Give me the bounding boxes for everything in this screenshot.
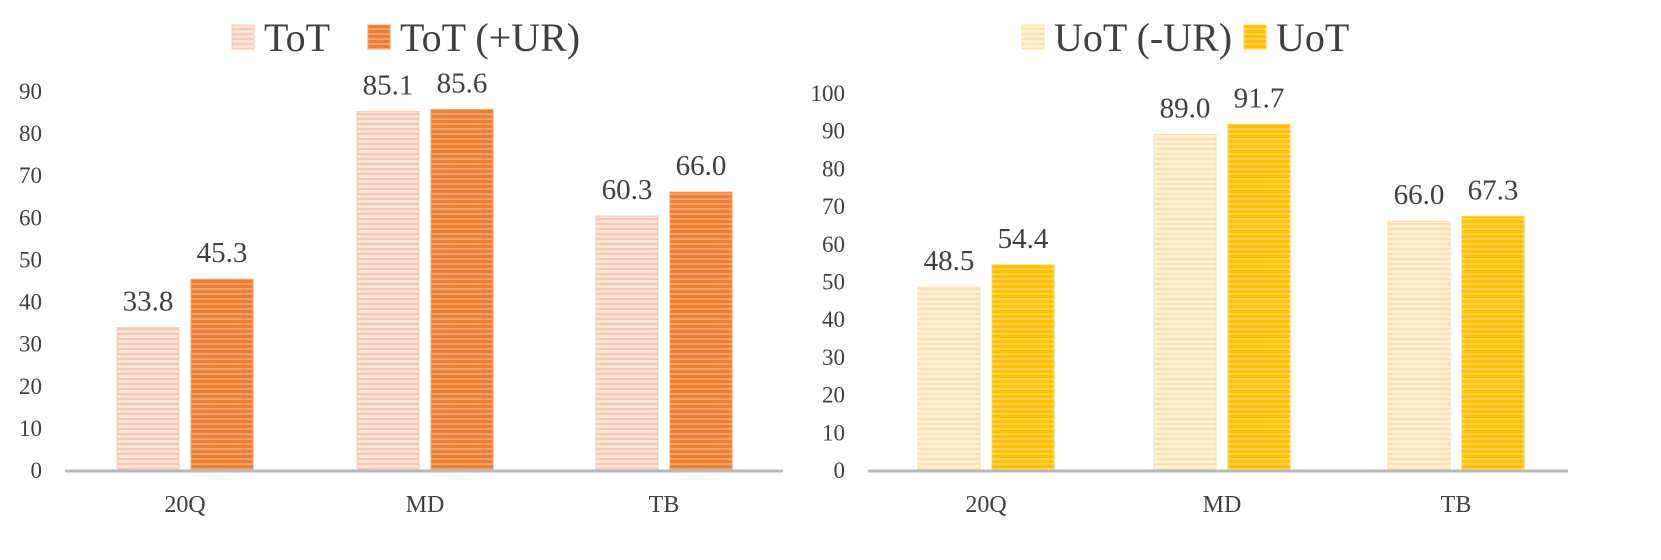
data-label: 67.3 bbox=[1468, 174, 1519, 206]
y-tick-label: 20 bbox=[19, 374, 42, 399]
bar-uot-tb bbox=[1461, 215, 1525, 471]
x-tick-label: TB bbox=[649, 492, 680, 518]
data-label: 54.4 bbox=[998, 223, 1049, 255]
y-tick-label: 0 bbox=[31, 458, 43, 483]
y-tick-label: 50 bbox=[19, 247, 42, 272]
y-tick-label: 40 bbox=[822, 307, 845, 332]
right-bar-chart: 0 10 20 30 40 50 60 70 80 90 100 48.5 54.4 20Q 89.0 91.… bbox=[811, 15, 1568, 518]
y-tick-label: 50 bbox=[822, 270, 845, 295]
y-tick-label: 40 bbox=[19, 290, 42, 315]
legend-label-uot-ur: UoT (-UR) bbox=[1054, 15, 1232, 60]
x-tick-label: MD bbox=[1203, 492, 1242, 518]
legend-swatch-uot bbox=[1243, 24, 1267, 50]
x-tick-label: 20Q bbox=[164, 492, 205, 518]
y-tick-label: 90 bbox=[19, 79, 42, 104]
bar-uot-ur-20q bbox=[917, 286, 981, 471]
x-tick-label: 20Q bbox=[965, 492, 1006, 518]
legend-label-tot: ToT bbox=[264, 15, 330, 60]
data-label: 45.3 bbox=[197, 237, 248, 269]
y-tick-label: 60 bbox=[19, 205, 42, 230]
y-tick-label: 80 bbox=[822, 156, 845, 181]
bar-tot-tb bbox=[595, 215, 659, 471]
y-tick-label: 10 bbox=[19, 416, 42, 441]
legend-swatch-uot-ur bbox=[1021, 24, 1045, 50]
data-label: 33.8 bbox=[123, 286, 174, 318]
data-label: 89.0 bbox=[1160, 92, 1211, 124]
legend-swatch-tot-ur bbox=[367, 24, 391, 50]
y-tick-label: 80 bbox=[19, 121, 42, 146]
legend-swatch-tot bbox=[231, 24, 255, 50]
data-label: 66.0 bbox=[1394, 179, 1445, 211]
x-tick-label: MD bbox=[406, 492, 445, 518]
bar-uot-20q bbox=[991, 264, 1055, 471]
bar-tot-ur-tb bbox=[669, 191, 733, 471]
data-label: 66.0 bbox=[676, 150, 727, 182]
data-label: 91.7 bbox=[1234, 82, 1285, 114]
y-tick-label: 70 bbox=[19, 163, 42, 188]
data-label: 60.3 bbox=[602, 174, 653, 206]
bar-uot-ur-tb bbox=[1387, 220, 1451, 471]
bar-uot-md bbox=[1227, 123, 1291, 471]
bar-uot-ur-md bbox=[1153, 133, 1217, 471]
left-bar-chart: 0 10 20 30 40 50 60 70 80 90 33.8 45.3 20Q 85.1 85.6 MD… bbox=[19, 15, 783, 518]
y-tick-label: 10 bbox=[822, 420, 845, 445]
y-tick-label: 60 bbox=[822, 232, 845, 257]
legend-label-tot-ur: ToT (+UR) bbox=[400, 15, 580, 60]
data-label: 85.1 bbox=[363, 70, 414, 102]
bar-tot-ur-md bbox=[430, 109, 494, 471]
y-tick-label: 100 bbox=[811, 81, 846, 106]
y-tick-label: 20 bbox=[822, 383, 845, 408]
data-label: 85.6 bbox=[437, 68, 488, 100]
bar-tot-md bbox=[356, 111, 420, 471]
bar-tot-ur-20q bbox=[190, 278, 254, 471]
bar-tot-20q bbox=[116, 327, 180, 471]
y-tick-label: 0 bbox=[834, 458, 846, 483]
data-label: 48.5 bbox=[924, 245, 975, 277]
y-tick-label: 30 bbox=[822, 345, 845, 370]
y-tick-label: 90 bbox=[822, 119, 845, 144]
y-tick-label: 70 bbox=[822, 194, 845, 219]
y-tick-label: 30 bbox=[19, 332, 42, 357]
legend-label-uot: UoT bbox=[1276, 15, 1349, 60]
x-tick-label: TB bbox=[1441, 492, 1472, 518]
